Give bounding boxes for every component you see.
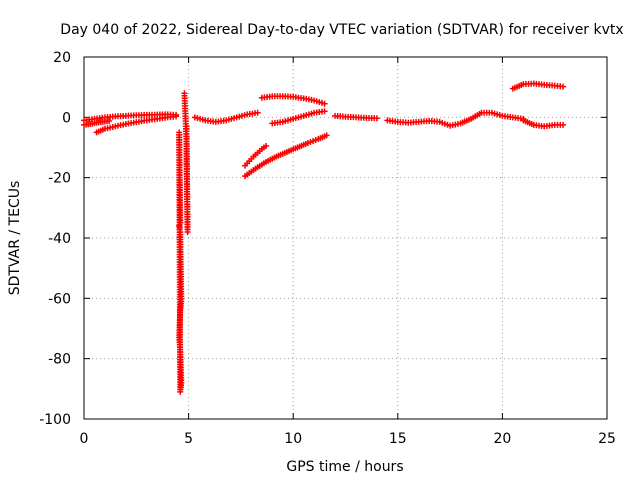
y-tick-label: -80 <box>48 352 71 368</box>
series-trace-f-lower-curve <box>242 132 330 180</box>
chart-title: Day 040 of 2022, Sidereal Day-to-day VTE… <box>60 22 623 38</box>
x-tick-label: 10 <box>284 431 302 447</box>
series-trace-c-short-morning <box>81 117 113 128</box>
x-tick-label: 20 <box>493 431 511 447</box>
data-point <box>323 132 330 139</box>
y-tick-label: 0 <box>62 110 71 126</box>
data-point <box>373 115 380 122</box>
data-point <box>254 109 261 116</box>
series-cluster-near-4.9 <box>181 90 191 235</box>
y-tick-labels: -100 -80 -60 -40 -20 0 20 <box>39 50 71 428</box>
series-trace-l-late-lower <box>520 117 567 130</box>
x-tick-label: 15 <box>389 431 407 447</box>
x-tick-label: 0 <box>80 431 89 447</box>
data-point <box>321 100 328 107</box>
series-trace-e-upper-arc <box>258 93 328 107</box>
data-point <box>177 219 184 226</box>
series-trace-b-rising-from-minus-5 <box>93 113 180 136</box>
series-trace-i-mid-afternoon <box>332 112 380 122</box>
y-tick-label: -40 <box>48 231 71 247</box>
series-trace-h-after-peak <box>269 108 328 127</box>
series-trace-k-late-upper <box>509 80 567 92</box>
axis-ticks <box>83 56 608 420</box>
data-point <box>560 121 567 128</box>
data-point <box>263 142 270 149</box>
data-point <box>106 117 113 124</box>
data-point <box>173 113 180 120</box>
x-tick-label: 5 <box>184 431 193 447</box>
data-points <box>81 80 567 395</box>
series-trace-d-midday <box>191 109 261 125</box>
series-trace-g-short-steep <box>242 142 270 169</box>
x-tick-labels: 0 5 10 15 20 25 <box>80 431 616 447</box>
data-point <box>183 123 190 130</box>
data-point <box>321 108 328 115</box>
series-spike-at-4.6 <box>176 129 185 395</box>
y-tick-label: -100 <box>39 412 71 428</box>
y-axis-label: SDTVAR / TECUs <box>7 181 23 296</box>
y-tick-label: -60 <box>48 291 71 307</box>
x-tick-label: 25 <box>598 431 616 447</box>
y-tick-label: -20 <box>48 171 71 187</box>
data-point <box>560 83 567 90</box>
grid-lines <box>84 57 607 419</box>
series-trace-j-evening <box>384 109 527 129</box>
x-axis-label: GPS time / hours <box>286 459 403 475</box>
y-tick-label: 20 <box>53 50 71 66</box>
